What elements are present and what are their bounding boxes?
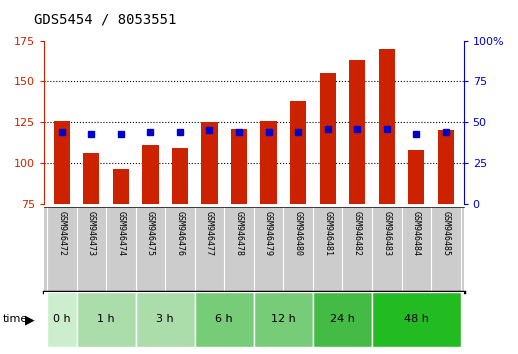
Text: ▶: ▶ xyxy=(25,313,35,326)
Bar xyxy=(261,120,277,204)
Bar xyxy=(195,292,254,347)
Bar xyxy=(372,292,461,347)
Bar xyxy=(54,120,70,204)
Bar xyxy=(231,129,247,204)
Bar xyxy=(290,101,306,204)
Text: 0 h: 0 h xyxy=(53,314,70,325)
Text: GSM946479: GSM946479 xyxy=(264,211,273,256)
Text: 3 h: 3 h xyxy=(156,314,174,325)
Text: GSM946478: GSM946478 xyxy=(235,211,243,256)
Bar xyxy=(172,148,188,204)
Bar xyxy=(113,169,129,204)
Text: GDS5454 / 8053551: GDS5454 / 8053551 xyxy=(34,12,176,27)
Text: GSM946472: GSM946472 xyxy=(57,211,66,256)
Bar xyxy=(254,292,313,347)
Bar xyxy=(136,292,195,347)
Bar xyxy=(438,130,454,204)
Text: 24 h: 24 h xyxy=(330,314,355,325)
Bar xyxy=(77,292,136,347)
Bar xyxy=(83,153,99,204)
Bar xyxy=(142,145,159,204)
Text: GSM946481: GSM946481 xyxy=(323,211,332,256)
Text: GSM946475: GSM946475 xyxy=(146,211,155,256)
Text: time: time xyxy=(3,314,28,325)
Text: GSM946480: GSM946480 xyxy=(294,211,303,256)
Text: 1 h: 1 h xyxy=(97,314,115,325)
Text: 12 h: 12 h xyxy=(271,314,296,325)
Text: GSM946476: GSM946476 xyxy=(176,211,184,256)
Text: GSM946483: GSM946483 xyxy=(382,211,391,256)
Text: 6 h: 6 h xyxy=(215,314,233,325)
Text: GSM946482: GSM946482 xyxy=(353,211,362,256)
Bar xyxy=(47,292,77,347)
Text: GSM946484: GSM946484 xyxy=(412,211,421,256)
Bar xyxy=(313,292,372,347)
Text: GSM946473: GSM946473 xyxy=(87,211,96,256)
Bar xyxy=(379,49,395,204)
Bar xyxy=(349,60,365,204)
Bar xyxy=(408,150,424,204)
Text: GSM946477: GSM946477 xyxy=(205,211,214,256)
Bar xyxy=(320,73,336,204)
Text: 48 h: 48 h xyxy=(404,314,429,325)
Text: GSM946474: GSM946474 xyxy=(117,211,125,256)
Text: GSM946485: GSM946485 xyxy=(441,211,450,256)
Bar xyxy=(202,122,218,204)
